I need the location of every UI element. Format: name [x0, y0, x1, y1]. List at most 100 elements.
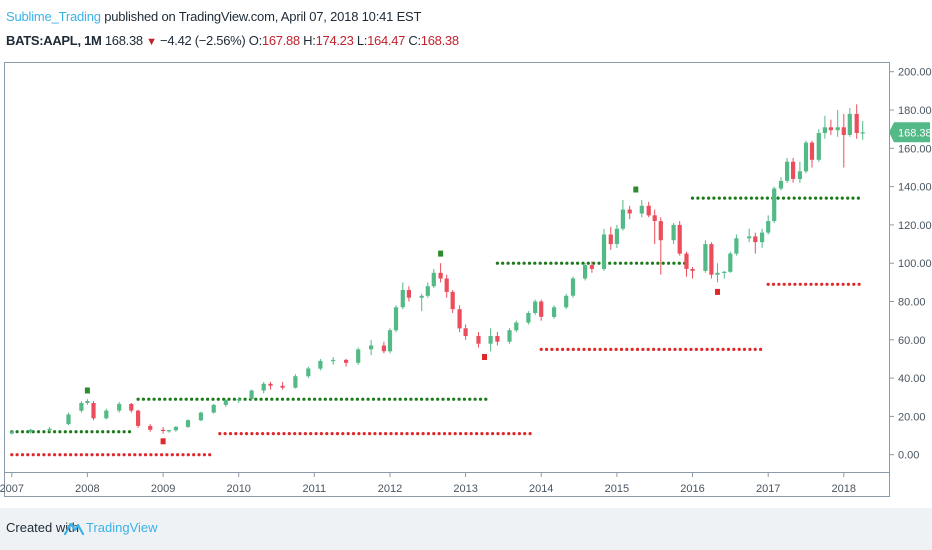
- support-level-dot: [329, 397, 333, 401]
- close-label: C:: [408, 33, 421, 48]
- price-tick-label: 200.00: [898, 67, 932, 79]
- support-level-dot: [382, 397, 386, 401]
- resistance-level-dot: [218, 432, 222, 436]
- resistance-level-dot: [507, 432, 511, 436]
- time-axis[interactable]: 2007 2008 2009 2010 2011 2012 2013 2014 2015 2016…: [0, 473, 856, 495]
- resistance-level-dot: [437, 432, 441, 436]
- support-level-dot: [106, 430, 110, 434]
- candle: [539, 299, 544, 321]
- support-level-dot: [286, 397, 290, 401]
- price-axis[interactable]: 0.00 20.00 40.00 60.00 80.00 100.00 120.00 140.…: [889, 67, 932, 462]
- support-level-dot: [243, 397, 247, 401]
- resistance-level-dot: [512, 432, 516, 436]
- candle-body: [117, 403, 122, 411]
- support-level-dot: [387, 397, 392, 401]
- resistance-level-dot: [111, 453, 115, 457]
- candle: [356, 347, 361, 365]
- support-level-dot: [787, 196, 791, 200]
- resistance-level-dot: [566, 347, 570, 351]
- support-level-dot: [819, 196, 823, 200]
- resistance-level-dot: [335, 432, 340, 436]
- resistance-level-dot: [836, 282, 840, 286]
- resistance-level-dot: [85, 453, 89, 457]
- support-level-dot: [232, 397, 236, 401]
- candle-body: [583, 265, 588, 279]
- candle: [400, 282, 405, 310]
- support-level-dot: [371, 397, 376, 401]
- publish-line: Sublime_Trading published on TradingView…: [6, 9, 421, 24]
- support-level-dot: [264, 397, 269, 401]
- support-level-dot: [42, 430, 46, 434]
- candle: [148, 424, 153, 432]
- candle: [136, 409, 141, 428]
- fractal-up-marker: [84, 387, 90, 394]
- resistance-level-dot: [501, 432, 505, 436]
- symbol-label[interactable]: BATS:AAPL, 1M: [6, 33, 102, 48]
- candle-body: [47, 428, 52, 430]
- support-level-dot: [291, 397, 295, 401]
- support-level-dot: [781, 196, 786, 200]
- chart-area[interactable]: 0.00 20.00 40.00 60.00 80.00 100.00 120.00 140.…: [0, 56, 932, 508]
- support-level-dot: [760, 196, 764, 200]
- candle: [564, 293, 569, 310]
- resistance-level-dot: [705, 347, 709, 351]
- candle-body: [753, 236, 758, 243]
- candle: [608, 226, 613, 250]
- candle: [803, 140, 809, 174]
- support-level-dot: [409, 397, 413, 401]
- candle: [816, 129, 821, 162]
- candle: [778, 177, 784, 191]
- candle: [261, 381, 266, 394]
- resistance-level-dot: [373, 432, 377, 436]
- author-link[interactable]: Sublime_Trading: [6, 9, 101, 24]
- support-level-dot: [560, 261, 564, 265]
- candle-body: [822, 127, 827, 133]
- resistance-level-dot: [405, 432, 409, 436]
- candle: [646, 201, 651, 218]
- candle: [387, 328, 393, 354]
- open-label: O:: [248, 33, 262, 48]
- resistance-level-dot: [127, 453, 132, 457]
- support-level-dot: [101, 430, 105, 434]
- candle-body: [539, 301, 544, 317]
- price-tick-label: 160.00: [898, 143, 932, 155]
- price-chart[interactable]: 0.00 20.00 40.00 60.00 80.00 100.00 120.00 140.…: [0, 56, 932, 508]
- candle-body: [658, 221, 663, 241]
- support-level-dot: [200, 397, 204, 401]
- support-level-0: [10, 430, 132, 434]
- resistance-level-dot: [31, 453, 35, 457]
- support-level-dot: [259, 397, 263, 401]
- support-level-dot: [90, 430, 94, 434]
- candle-body: [236, 399, 241, 401]
- candle-body: [760, 232, 765, 243]
- support-level-dot: [696, 196, 700, 200]
- low-value: 164.47: [367, 33, 406, 48]
- resistance-level-dot: [410, 432, 414, 436]
- candle: [66, 412, 71, 425]
- price-tick-label: 140.00: [898, 182, 932, 194]
- resistance-level-dot: [662, 347, 666, 351]
- candle-body: [564, 295, 569, 308]
- candle: [514, 320, 519, 333]
- resistance-level-dot: [641, 347, 645, 351]
- support-level-dot: [74, 430, 78, 434]
- support-level-dot: [398, 397, 402, 401]
- resistance-level-dot: [694, 347, 699, 351]
- candle-body: [293, 376, 298, 388]
- resistance-level-dot: [841, 282, 845, 286]
- time-tick-label: 2011: [302, 483, 326, 495]
- resistance-level-dot: [149, 453, 153, 457]
- tradingview-brand-link[interactable]: TradingView: [86, 520, 158, 535]
- candle-body: [198, 412, 203, 421]
- publish-info: published on TradingView.com, April 07, …: [100, 9, 422, 24]
- resistance-level-dot: [122, 453, 126, 457]
- candle-body: [734, 238, 739, 254]
- candle-body: [280, 385, 285, 388]
- support-level-dot: [712, 196, 716, 200]
- support-level-dot: [195, 397, 199, 401]
- resistance-level-dot: [587, 347, 592, 351]
- resistance-level-dot: [517, 432, 522, 436]
- fractal-down-marker: [160, 438, 166, 445]
- support-level-dot: [835, 196, 839, 200]
- candle: [728, 251, 733, 273]
